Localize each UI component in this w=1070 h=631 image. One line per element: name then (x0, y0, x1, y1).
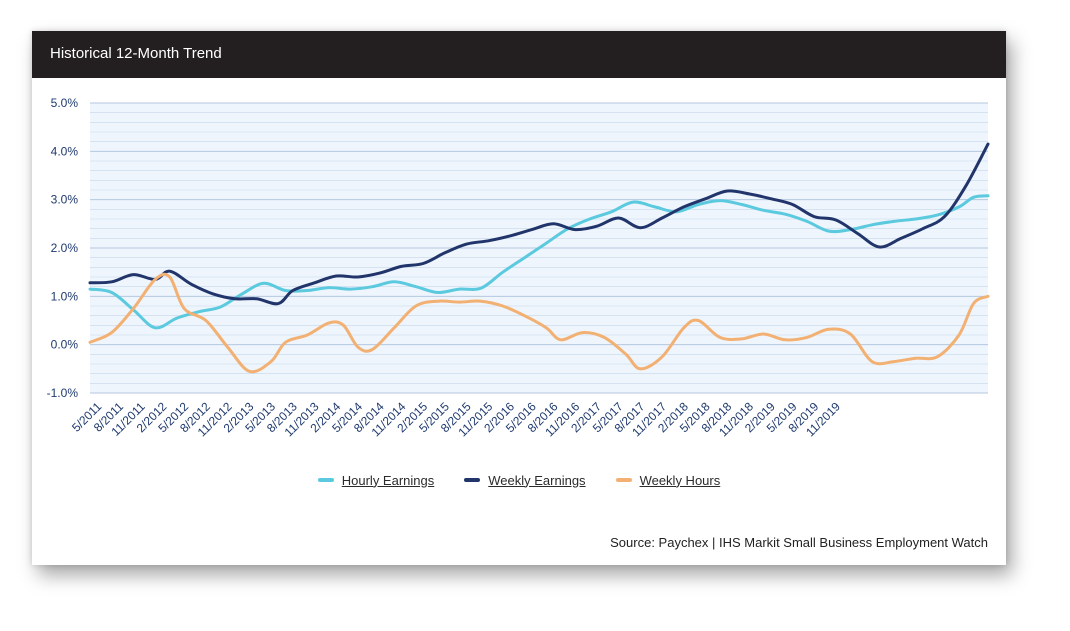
y-tick-label: 2.0% (51, 241, 79, 255)
y-tick-label: 5.0% (51, 96, 79, 110)
y-tick-label: 1.0% (51, 289, 79, 303)
legend-item-weekly-hours[interactable]: Weekly Hours (615, 472, 721, 488)
y-axis-ticks: 5.0% 4.0% 3.0% 2.0% 1.0% 0.0% -1.0% (47, 96, 79, 400)
grid-lines (90, 102, 988, 394)
y-tick-label: -1.0% (47, 386, 79, 400)
chart-title: Historical 12-Month Trend (50, 45, 222, 62)
legend-item-hourly-earnings[interactable]: Hourly Earnings (317, 472, 435, 488)
series-lines (88, 142, 990, 374)
chart-legend: Hourly Earnings Weekly Earnings Weekly H… (32, 469, 1006, 491)
legend-label-hourly[interactable]: Hourly Earnings (341, 472, 435, 488)
y-tick-label: 0.0% (51, 338, 79, 352)
y-tick-label: 4.0% (51, 144, 79, 158)
chart-card: Historical 12-Month Trend 5.0% 4.0% 3.0% 2.… (32, 31, 1006, 565)
source-note: Source: Paychex | IHS Markit Small Busin… (610, 535, 988, 550)
legend-swatch-hourly (317, 478, 334, 482)
chart-header: Historical 12-Month Trend (32, 31, 1006, 78)
x-axis-ticks: 5/20118/201111/20112/20125/20128/201211/… (69, 399, 843, 439)
legend-swatch-hours (615, 478, 632, 482)
series-line-hours (88, 272, 990, 374)
y-tick-label: 3.0% (51, 193, 79, 207)
legend-item-weekly-earnings[interactable]: Weekly Earnings (464, 472, 586, 488)
legend-swatch-weekly (464, 478, 481, 482)
legend-label-hours[interactable]: Weekly Hours (639, 472, 721, 488)
line-chart: 5.0% 4.0% 3.0% 2.0% 1.0% 0.0% -1.0% 5/20118/20… (47, 96, 990, 439)
series-line-weekly (88, 142, 990, 306)
legend-label-weekly[interactable]: Weekly Earnings (488, 472, 586, 488)
